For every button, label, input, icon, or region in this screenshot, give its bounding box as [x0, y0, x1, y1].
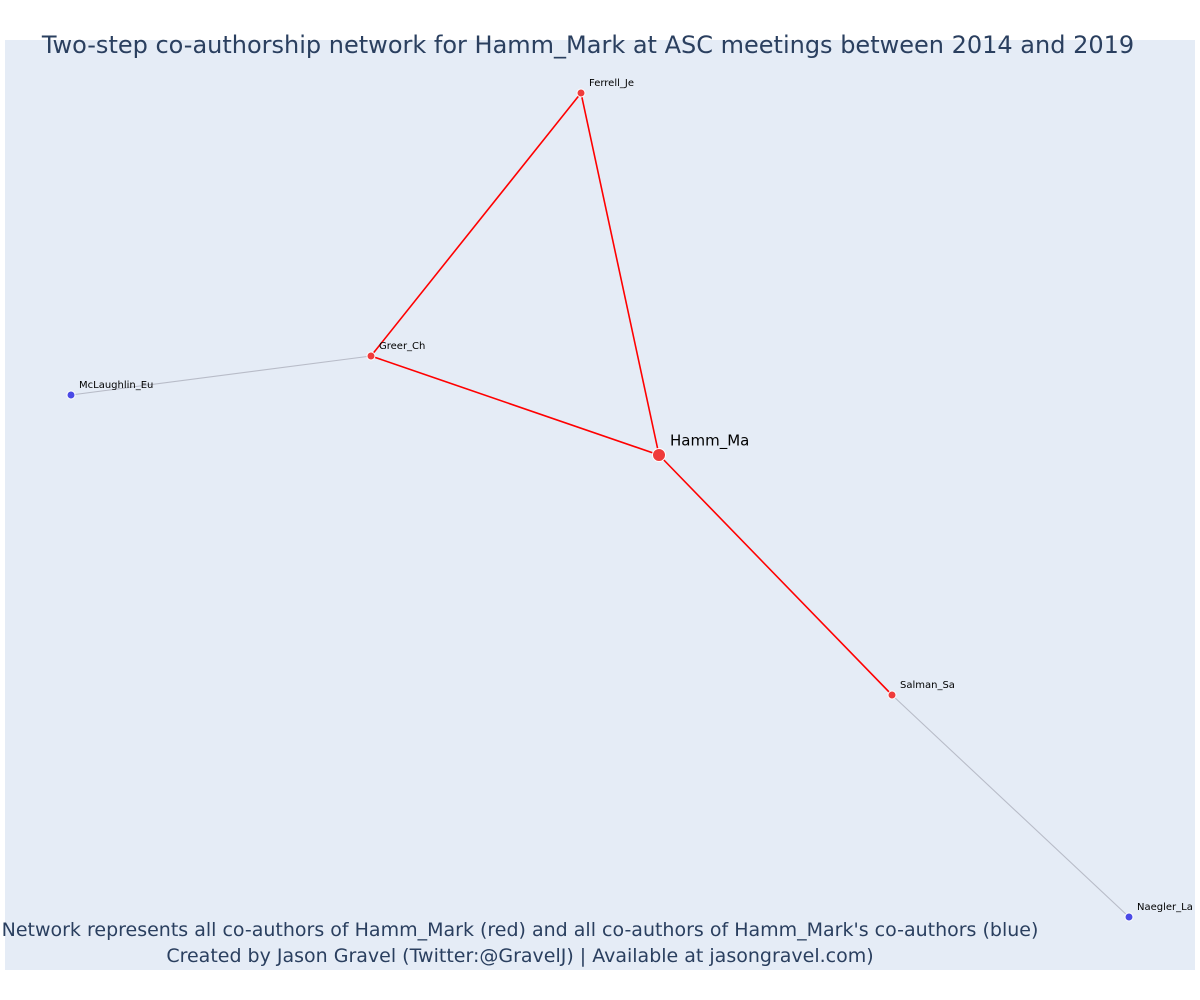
edge-Greer_Ch-McLaughlin_Eu: [70, 355, 372, 396]
labels-layer: Hamm_Ma Ferrell_Je Greer_Ch Salman_Sa McLaug…: [79, 78, 1193, 913]
edge-Hamm_Ma-Ferrell_Je: [580, 92, 660, 456]
edge-Greer_Ch-Ferrell_Je: [370, 92, 582, 357]
nodes-layer: [66, 88, 1134, 922]
node-Greer_Ch[interactable]: [366, 351, 376, 361]
node-label-Hamm_Ma: Hamm_Ma: [670, 432, 749, 451]
node-label-Greer_Ch: Greer_Ch: [379, 341, 425, 352]
node-McLaughlin_Eu[interactable]: [66, 390, 76, 400]
footnote-legend-text: Network represents all co-authors of Ham…: [1, 919, 1039, 941]
edge-Hamm_Ma-Salman_Sa: [658, 454, 893, 696]
node-label-McLaughlin_Eu: McLaughlin_Eu: [79, 380, 153, 391]
node-label-Naegler_La: Naegler_La: [1137, 902, 1193, 913]
footnote-credit-text: Created by Jason Gravel (Twitter:@Gravel…: [166, 945, 874, 967]
node-Hamm_Ma[interactable]: [652, 448, 666, 462]
edges-layer: [70, 92, 1130, 918]
node-label-Ferrell_Je: Ferrell_Je: [589, 78, 634, 89]
edge-Salman_Sa-Naegler_La: [891, 694, 1130, 918]
node-Naegler_La[interactable]: [1124, 912, 1134, 922]
plot-area: [5, 40, 1195, 970]
chart-title: Two-step co-authorship network for Hamm_…: [41, 31, 1135, 59]
node-Salman_Sa[interactable]: [887, 690, 897, 700]
edge-Hamm_Ma-Greer_Ch: [370, 355, 660, 456]
node-label-Salman_Sa: Salman_Sa: [900, 680, 955, 691]
node-Ferrell_Je[interactable]: [576, 88, 586, 98]
